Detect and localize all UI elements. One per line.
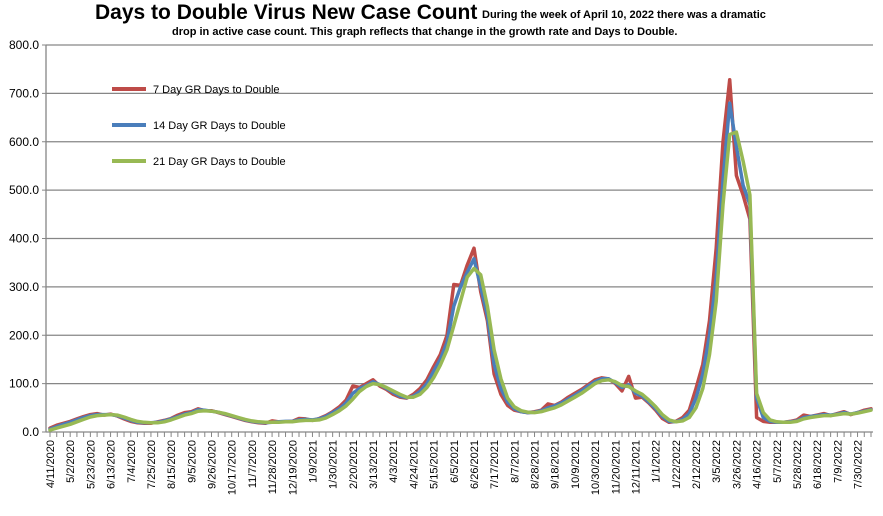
y-tick-label: 100.0 (9, 377, 39, 391)
x-tick-label: 1/1/2022 (651, 440, 663, 483)
x-tick-label: 7/9/2022 (832, 440, 844, 483)
x-tick-label: 4/16/2022 (752, 440, 764, 489)
x-tick-label: 10/30/2021 (590, 440, 602, 495)
y-tick-label: 0.0 (22, 425, 39, 439)
x-tick-label: 2/20/2021 (348, 440, 360, 489)
x-tick-label: 5/23/2020 (85, 440, 97, 489)
x-axis: 4/11/2020 5/2/2020 5/23/2020 6/13/2020 7/4/2… (45, 431, 873, 495)
legend-label-1: 7 Day GR Days to Double (153, 84, 280, 96)
series-line-1 (48, 78, 873, 430)
legend-label-2: 14 Day GR Days to Double (153, 120, 286, 132)
x-tick-label: 9/18/2021 (550, 440, 562, 489)
x-tick-label: 3/13/2021 (368, 440, 380, 489)
y-axis: 0.0 100.0 200.0 300.0 400.0 500.0 600.0 700.0 80… (9, 38, 47, 439)
chart-title: Days to Double Virus New Case Count (95, 1, 478, 24)
x-tick-label: 8/15/2020 (166, 440, 178, 489)
x-tick-label: 2/12/2022 (691, 440, 703, 489)
x-tick-label: 4/11/2020 (45, 440, 57, 488)
series-lines (48, 78, 873, 432)
x-tick-label: 5/15/2021 (429, 440, 441, 489)
x-tick-label: 6/13/2020 (106, 440, 118, 489)
x-tick-label: 6/5/2021 (449, 440, 461, 483)
y-tick-label: 400.0 (9, 232, 39, 246)
x-tick-label: 8/28/2021 (530, 440, 542, 489)
y-tick-label: 300.0 (9, 280, 39, 294)
y-tick-label: 800.0 (9, 38, 39, 52)
x-tick-label: 9/26/2020 (207, 440, 219, 489)
x-tick-label: 8/7/2021 (509, 440, 521, 483)
x-tick-label: 4/3/2021 (388, 440, 400, 483)
x-tick-label: 10/9/2021 (570, 440, 582, 489)
x-tick-label: 1/30/2021 (328, 440, 340, 489)
x-tick-label: 7/17/2021 (489, 440, 501, 489)
x-tick-label: 9/5/2020 (186, 440, 198, 483)
x-tick-label: 11/7/2020 (247, 440, 259, 488)
x-tick-label: 5/2/2020 (65, 440, 77, 483)
y-tick-label: 500.0 (9, 183, 39, 197)
y-tick-label: 200.0 (9, 328, 39, 342)
x-tick-label: 7/25/2020 (146, 440, 158, 489)
x-tick-label: 6/18/2022 (812, 440, 824, 489)
y-tick-label: 600.0 (9, 135, 39, 149)
x-tick-label: 10/17/2020 (227, 440, 239, 495)
x-tick-label: 3/26/2022 (731, 440, 743, 489)
chart-subtitle-line-2: drop in active case count. This graph re… (172, 26, 678, 38)
y-tick-label: 700.0 (9, 86, 39, 100)
x-tick-label: 7/30/2022 (853, 440, 865, 489)
x-tick-label: 11/28/2020 (267, 440, 279, 494)
x-tick-label: 7/4/2020 (126, 440, 138, 483)
x-tick-label: 1/22/2022 (671, 440, 683, 489)
x-tick-label: 11/20/2021 (610, 440, 622, 494)
x-tick-label: 3/5/2022 (711, 440, 723, 483)
gridlines (46, 44, 873, 385)
x-tick-label: 5/28/2022 (792, 440, 804, 489)
x-tick-label: 12/11/2021 (630, 440, 642, 494)
x-tick-label: 6/26/2021 (469, 440, 481, 489)
series-line-2 (48, 101, 873, 431)
chart-subtitle-line-1: During the week of April 10, 2022 there … (482, 9, 766, 21)
legend-label-3: 21 Day GR Days to Double (153, 156, 286, 168)
series-line-3 (48, 130, 873, 432)
x-tick-label: 1/9/2021 (307, 440, 319, 483)
x-tick-label: 12/19/2020 (287, 440, 299, 495)
x-tick-label: 4/24/2021 (408, 440, 420, 489)
x-tick-label: 5/7/2022 (772, 440, 784, 483)
legend: 7 Day GR Days to Double 14 Day GR Days to… (112, 84, 286, 168)
